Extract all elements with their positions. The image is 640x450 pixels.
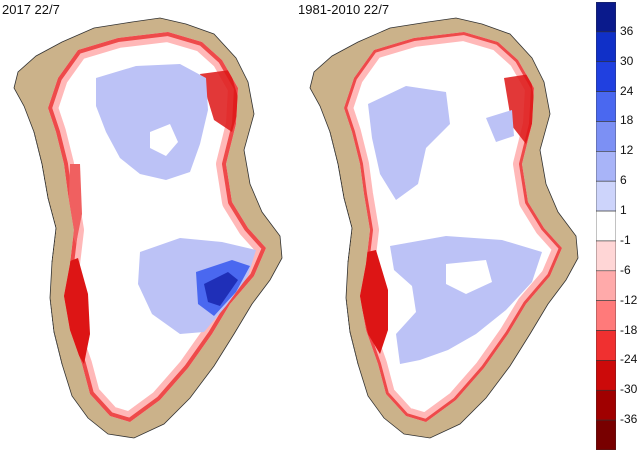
color-legend: 36 30 24 18 12 6 1 -1 -6 -12 -18 -24 -30 -36 [596,2,640,450]
south-gain-area [390,236,542,364]
ne-gain-area [486,110,514,142]
legend-swatch [596,240,616,272]
ne-melt [200,70,240,132]
legend-swatch [596,61,616,92]
south-gain-hole [446,260,492,294]
greenland-map-1981-2010 [309,17,579,439]
legend-swatch [596,270,616,301]
legend-label: 24 [620,83,634,98]
se-gain-core [204,272,238,306]
legend-label: 36 [620,23,634,38]
legend-label: -12 [620,292,638,307]
legend-label: -6 [620,262,631,277]
legend-swatch [596,360,616,391]
legend-swatch [596,419,616,450]
legend-swatch [596,31,616,63]
legend-swatch [596,151,616,182]
legend-label: 30 [620,53,634,68]
melt-band-inner [48,32,266,422]
west-melt-strong [358,250,388,354]
legend-swatch [596,91,616,122]
legend-label: -30 [620,382,638,397]
legend-label: -1 [620,232,631,247]
north-gain-area [368,86,450,200]
panel-title-2017: 2017 22/7 [2,2,60,17]
legend-swatch [596,180,616,212]
legend-swatch [596,330,616,361]
ne-melt [504,74,536,144]
legend-swatch [596,210,616,242]
legend-colorbar [596,2,616,450]
legend-label: -36 [620,412,638,427]
legend-swatch [596,121,616,152]
legend-label: 6 [620,173,627,188]
greenland-map-2017 [13,17,283,439]
west-melt-strong [62,258,90,364]
legend-swatch [596,389,616,421]
legend-label: 12 [620,143,634,158]
panel-title-1981-2010: 1981-2010 22/7 [298,2,390,17]
legend-label: 1 [620,203,627,218]
north-gain-hole [150,124,178,156]
legend-label: -18 [620,322,638,337]
legend-swatch [596,2,616,33]
legend-label: -24 [620,352,638,367]
legend-swatch [596,300,616,331]
legend-label: 18 [620,113,634,128]
north-gain-area [96,64,208,180]
